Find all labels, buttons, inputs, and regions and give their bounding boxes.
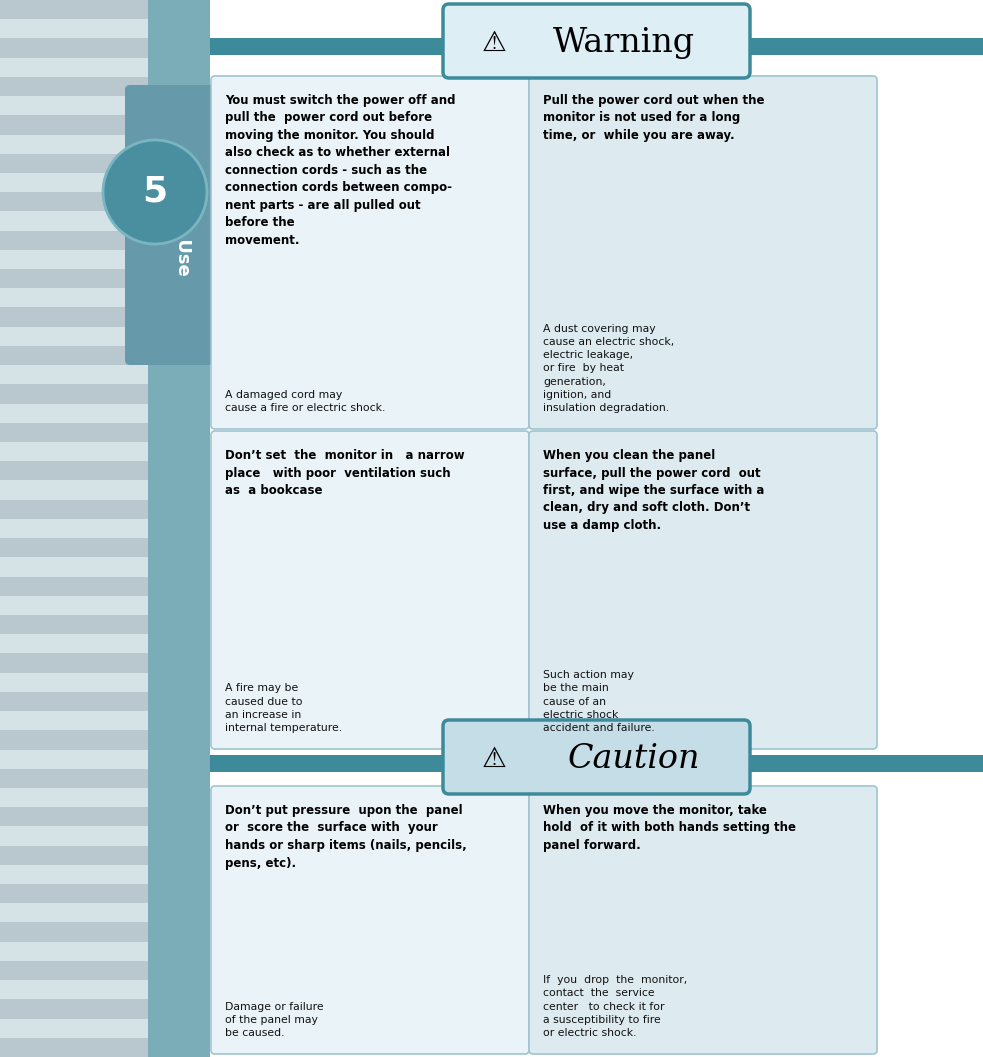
Bar: [0, 461, 148, 481]
Text: ⚠: ⚠: [482, 745, 506, 773]
Bar: [0, 1019, 148, 1038]
Bar: [0, 615, 148, 634]
Bar: [0, 923, 148, 942]
Bar: [0, 308, 148, 327]
Text: A fire may be
caused due to
an increase in
internal temperature.: A fire may be caused due to an increase …: [225, 684, 342, 733]
FancyBboxPatch shape: [211, 76, 529, 429]
Bar: [0, 519, 148, 538]
FancyBboxPatch shape: [211, 431, 529, 749]
Bar: [0, 711, 148, 730]
Bar: [0, 904, 148, 923]
Bar: [0, 442, 148, 461]
Text: Don’t put pressure  upon the  panel
or  score the  surface with  your
hands or s: Don’t put pressure upon the panel or sco…: [225, 804, 467, 870]
Bar: [0, 153, 148, 173]
Bar: [0, 327, 148, 346]
Bar: [0, 19, 148, 38]
Bar: [210, 0, 983, 1057]
Bar: [0, 134, 148, 153]
Circle shape: [103, 140, 207, 244]
FancyBboxPatch shape: [125, 85, 215, 365]
Bar: [0, 653, 148, 672]
Bar: [0, 749, 148, 768]
Text: Pull the power cord out when the
monitor is not used for a long
time, or  while : Pull the power cord out when the monitor…: [543, 94, 765, 142]
Text: Warning: Warning: [552, 27, 695, 59]
Bar: [0, 980, 148, 999]
Bar: [0, 346, 148, 365]
Circle shape: [108, 145, 202, 239]
Bar: [0, 808, 148, 827]
Bar: [0, 884, 148, 904]
Text: Caution: Caution: [568, 743, 700, 775]
Text: A dust covering may
cause an electric shock,
electric leakage,
or fire  by heat
: A dust covering may cause an electric sh…: [543, 323, 674, 413]
Text: Such action may
be the main
cause of an
electric shock
accident and failure.: Such action may be the main cause of an …: [543, 670, 655, 733]
Bar: [0, 999, 148, 1019]
Bar: [0, 365, 148, 385]
Bar: [0, 115, 148, 134]
Bar: [0, 77, 148, 96]
Text: You must switch the power off and
pull the  power cord out before
moving the mon: You must switch the power off and pull t…: [225, 94, 455, 247]
Bar: [0, 827, 148, 846]
Text: Don’t set  the  monitor in   a narrow
place   with poor  ventilation such
as  a : Don’t set the monitor in a narrow place …: [225, 449, 465, 497]
Bar: [0, 173, 148, 192]
FancyBboxPatch shape: [211, 786, 529, 1054]
Bar: [0, 730, 148, 749]
Text: 5: 5: [143, 175, 167, 209]
Bar: [0, 230, 148, 249]
Bar: [0, 961, 148, 980]
Bar: [0, 0, 148, 19]
Bar: [0, 942, 148, 961]
FancyBboxPatch shape: [529, 786, 877, 1054]
Bar: [0, 481, 148, 500]
Bar: [0, 96, 148, 115]
FancyBboxPatch shape: [529, 431, 877, 749]
Bar: [210, 755, 983, 772]
Text: When you move the monitor, take
hold  of it with both hands setting the
panel fo: When you move the monitor, take hold of …: [543, 804, 796, 852]
Bar: [0, 576, 148, 596]
Bar: [210, 38, 983, 55]
Bar: [0, 38, 148, 58]
Bar: [0, 404, 148, 423]
Bar: [0, 692, 148, 711]
Bar: [0, 500, 148, 519]
Bar: [0, 787, 148, 808]
Bar: [0, 672, 148, 692]
Bar: [0, 1038, 148, 1057]
Bar: [0, 634, 148, 653]
Bar: [0, 865, 148, 884]
Text: ⚠: ⚠: [482, 29, 506, 57]
Bar: [0, 58, 148, 77]
FancyBboxPatch shape: [443, 4, 750, 78]
Bar: [0, 596, 148, 615]
Bar: [0, 270, 148, 289]
Text: If  you  drop  the  monitor,
contact  the  service
center   to check it for
a su: If you drop the monitor, contact the ser…: [543, 976, 687, 1038]
Bar: [0, 768, 148, 787]
Text: Before Use: Before Use: [174, 165, 192, 276]
Bar: [0, 538, 148, 557]
FancyBboxPatch shape: [443, 720, 750, 794]
Bar: [0, 249, 148, 270]
Bar: [148, 0, 210, 1057]
Bar: [0, 846, 148, 865]
Text: Damage or failure
of the panel may
be caused.: Damage or failure of the panel may be ca…: [225, 1002, 323, 1038]
Bar: [0, 385, 148, 404]
Bar: [0, 211, 148, 230]
Bar: [0, 192, 148, 211]
Bar: [0, 423, 148, 442]
FancyBboxPatch shape: [529, 76, 877, 429]
Text: When you clean the panel
surface, pull the power cord  out
first, and wipe the s: When you clean the panel surface, pull t…: [543, 449, 765, 532]
Bar: [0, 557, 148, 576]
Bar: [0, 289, 148, 308]
Text: A damaged cord may
cause a fire or electric shock.: A damaged cord may cause a fire or elect…: [225, 390, 385, 413]
